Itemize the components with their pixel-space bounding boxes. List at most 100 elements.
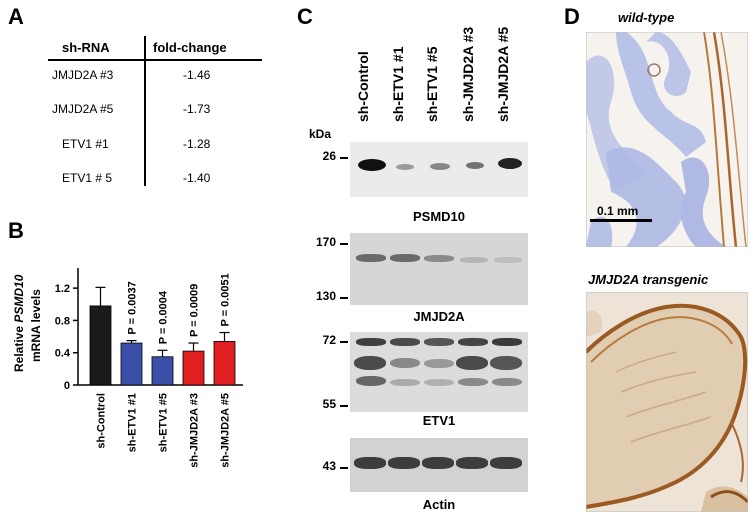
table-row-value: -1.46 [183,68,211,82]
jmjd2a-blot [350,233,528,305]
chart-bar [182,350,205,386]
marker-tick [340,297,348,299]
jmjd2a-label: JMJD2A [413,309,465,324]
blot-band [490,356,522,370]
blot-band [422,457,454,469]
table-header-fold-change: fold-change [153,40,227,55]
histology-title-transgenic: JMJD2A transgenic [588,272,709,287]
chart-category-label: sh-Control [96,393,108,449]
marker-170: 170 [315,235,336,249]
panel-letter-d: D [564,4,580,29]
chart-ylabel-line1: Relative PSMD10 [12,275,26,372]
chart-y-tick-label: 1.2 [55,283,70,295]
lane-label: sh-ETV1 #1 [390,46,406,122]
lane-label: sh-JMJD2A #5 [495,26,511,122]
lane-label: sh-Control [355,51,371,122]
marker-tick [340,157,348,159]
blot-band [456,457,488,469]
marker-tick [340,341,348,343]
chart-bar [89,305,112,386]
chart-category-label: sh-JMJD2A #3 [189,393,201,468]
blot-band [492,338,522,346]
blot-band [424,255,454,262]
marker-tick [340,467,348,469]
table-horizontal-rule [48,59,262,61]
blot-band [424,379,454,386]
chart-pvalue-label: P = 0.0051 [220,273,232,326]
blot-band [460,257,488,263]
chart-pvalue-label: P = 0.0009 [189,284,201,337]
marker-72: 72 [322,333,336,347]
marker-tick [340,243,348,245]
scale-bar-label: 0.1 mm [597,204,639,218]
blot-band [354,356,386,370]
table-row-name: JMJD2A #3 [52,68,114,82]
actin-label: Actin [422,497,456,512]
blot-band [354,457,386,469]
blot-band [458,378,488,386]
table-header-shrna: sh-RNA [62,40,110,55]
blot-band [390,338,420,346]
table-row-value: -1.73 [183,102,211,116]
blot-band [498,158,522,169]
chart-pvalue-label: P = 0.0037 [127,281,139,334]
blot-band [490,457,522,469]
chart-bar [120,342,143,386]
chart-pvalue-label: P = 0.0004 [158,290,170,344]
chart-category-label: sh-ETV1 #1 [127,393,139,452]
blot-band [494,257,522,263]
blot-band [458,338,488,346]
marker-26: 26 [322,149,336,163]
histology-image-transgenic [586,292,748,512]
blot-band [356,376,386,386]
lane-label: sh-JMJD2A #3 [460,26,476,122]
blot-band [424,338,454,346]
blot-band [424,359,454,368]
scale-bar [590,219,652,222]
blot-band [356,338,386,346]
blot-band [396,164,414,170]
psmd10-label: PSMD10 [412,209,466,224]
table-row-value: -1.28 [183,137,211,151]
panel-letter-c: C [297,4,313,29]
table-vertical-rule [144,36,146,186]
chart-y-tick-label: 0.8 [55,315,70,327]
panel-letter-a: A [8,4,24,29]
panel-letter-b: B [8,218,24,243]
chart-y-tick-label: 0.4 [55,348,71,360]
psmd10-bar-chart: 0 0.4 0.8 1.2 sh-Control sh-ETV1 #1 P = 0.003… [55,268,243,468]
blot-band [390,254,420,262]
table-row-name: JMJD2A #5 [52,102,114,116]
chart-category-label: sh-JMJD2A #5 [220,393,232,468]
blot-band [466,162,484,169]
psmd10-blot [350,142,528,197]
etv1-label: ETV1 [422,413,456,428]
table-row-value: -1.40 [183,171,211,185]
marker-55: 55 [322,397,336,411]
blot-band [390,379,420,386]
blot-band [356,254,386,262]
etv1-blot [350,332,528,412]
chart-category-label: sh-ETV1 #5 [158,393,170,452]
blot-band [390,358,420,368]
marker-tick [340,405,348,407]
chart-bar [151,356,174,386]
actin-blot [350,438,528,492]
blot-band [430,163,450,170]
blot-band [492,378,522,386]
chart-y-tick-label: 0 [64,380,70,392]
marker-130: 130 [315,289,336,303]
table-row-name: ETV1 #1 [62,137,109,151]
lane-label: sh-ETV1 #5 [424,46,440,122]
chart-ylabel-line2: mRNA levels [29,289,43,362]
histology-title-wildtype: wild-type [618,10,675,25]
blot-band [388,457,420,469]
kda-label: kDa [309,127,332,141]
chart-ylabel-pre: Relative [12,322,26,372]
table-row-name: ETV1 # 5 [62,171,113,185]
marker-43: 43 [322,459,336,473]
chart-ylabel-gene: PSMD10 [12,274,26,323]
histology-image-wildtype [586,32,748,247]
blot-band [456,356,488,370]
chart-bar [213,341,236,386]
